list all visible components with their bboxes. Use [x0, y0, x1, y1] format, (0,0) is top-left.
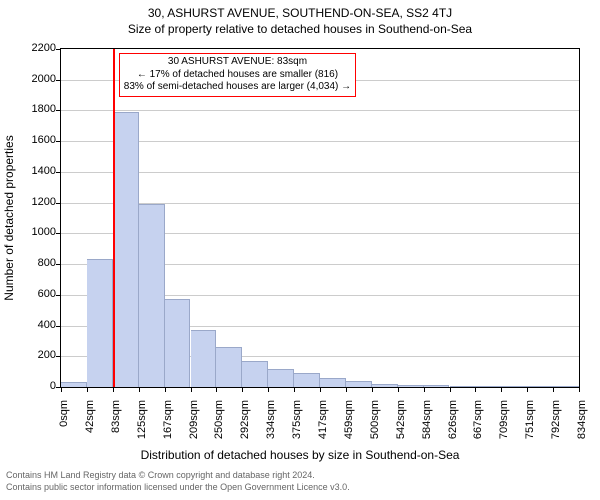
x-tick-label: 167sqm: [162, 400, 174, 450]
x-tick-label: 125sqm: [136, 400, 148, 450]
histogram-bar: [61, 382, 87, 387]
y-axis-label: Number of detached properties: [2, 135, 16, 300]
x-tick-label: 542sqm: [395, 400, 407, 450]
histogram-bar: [87, 259, 113, 387]
histogram-bar: [527, 386, 553, 387]
histogram-bar: [113, 112, 139, 387]
histogram-bar: [165, 299, 191, 387]
x-tick-label: 375sqm: [291, 400, 303, 450]
x-tick-label: 709sqm: [498, 400, 510, 450]
x-tick-label: 250sqm: [213, 400, 225, 450]
y-tick-label: 400: [6, 319, 56, 331]
histogram-bar: [553, 386, 579, 387]
histogram-bar: [216, 347, 242, 387]
callout-line: 83% of semi-detached houses are larger (…: [124, 81, 351, 94]
x-tick-label: 751sqm: [524, 400, 536, 450]
y-tick-label: 800: [6, 257, 56, 269]
x-tick-label: 792sqm: [550, 400, 562, 450]
y-tick-label: 1600: [6, 134, 56, 146]
histogram-bar: [191, 330, 217, 387]
marker-callout: 30 ASHURST AVENUE: 83sqm← 17% of detache…: [119, 53, 356, 97]
y-tick-label: 600: [6, 288, 56, 300]
chart-title-subtitle: Size of property relative to detached ho…: [0, 22, 600, 36]
histogram-bar: [450, 386, 476, 387]
y-tick-label: 1000: [6, 226, 56, 238]
histogram-bar: [346, 381, 372, 387]
y-tick-label: 200: [6, 349, 56, 361]
x-tick-label: 0sqm: [58, 400, 70, 450]
histogram-bar: [242, 361, 268, 387]
x-tick-label: 334sqm: [265, 400, 277, 450]
histogram-bar: [424, 385, 450, 387]
y-tick-label: 1400: [6, 165, 56, 177]
x-tick-label: 459sqm: [343, 400, 355, 450]
histogram-bar: [398, 385, 424, 387]
plot-area: 30 ASHURST AVENUE: 83sqm← 17% of detache…: [60, 48, 580, 388]
x-tick-label: 834sqm: [576, 400, 588, 450]
x-tick-label: 83sqm: [110, 400, 122, 450]
callout-line: ← 17% of detached houses are smaller (81…: [124, 69, 351, 82]
x-axis-label: Distribution of detached houses by size …: [0, 448, 600, 462]
x-tick-label: 667sqm: [472, 400, 484, 450]
x-tick-label: 42sqm: [84, 400, 96, 450]
y-tick-label: 0: [6, 380, 56, 392]
histogram-bar: [475, 386, 501, 387]
y-tick-label: 1800: [6, 103, 56, 115]
y-tick-label: 2000: [6, 73, 56, 85]
callout-line: 30 ASHURST AVENUE: 83sqm: [124, 56, 351, 69]
y-tick-label: 1200: [6, 196, 56, 208]
chart-title-address: 30, ASHURST AVENUE, SOUTHEND-ON-SEA, SS2…: [0, 6, 600, 20]
x-tick-label: 209sqm: [188, 400, 200, 450]
grid-line: [61, 172, 579, 173]
histogram-bar: [320, 378, 346, 387]
histogram-bar: [268, 369, 294, 387]
histogram-bar: [139, 204, 165, 387]
histogram-bar: [294, 373, 320, 387]
x-tick-label: 584sqm: [421, 400, 433, 450]
grid-line: [61, 141, 579, 142]
grid-line: [61, 110, 579, 111]
footnote-line: Contains HM Land Registry data © Crown c…: [6, 470, 315, 480]
property-size-chart: 30, ASHURST AVENUE, SOUTHEND-ON-SEA, SS2…: [0, 0, 600, 500]
histogram-bar: [501, 386, 527, 387]
y-tick-label: 2200: [6, 42, 56, 54]
histogram-bar: [372, 384, 398, 387]
x-tick-label: 626sqm: [447, 400, 459, 450]
x-tick-label: 417sqm: [317, 400, 329, 450]
x-tick-label: 500sqm: [369, 400, 381, 450]
x-tick-label: 292sqm: [239, 400, 251, 450]
footnote-line: Contains public sector information licen…: [6, 482, 350, 492]
reference-marker-line: [113, 49, 115, 387]
